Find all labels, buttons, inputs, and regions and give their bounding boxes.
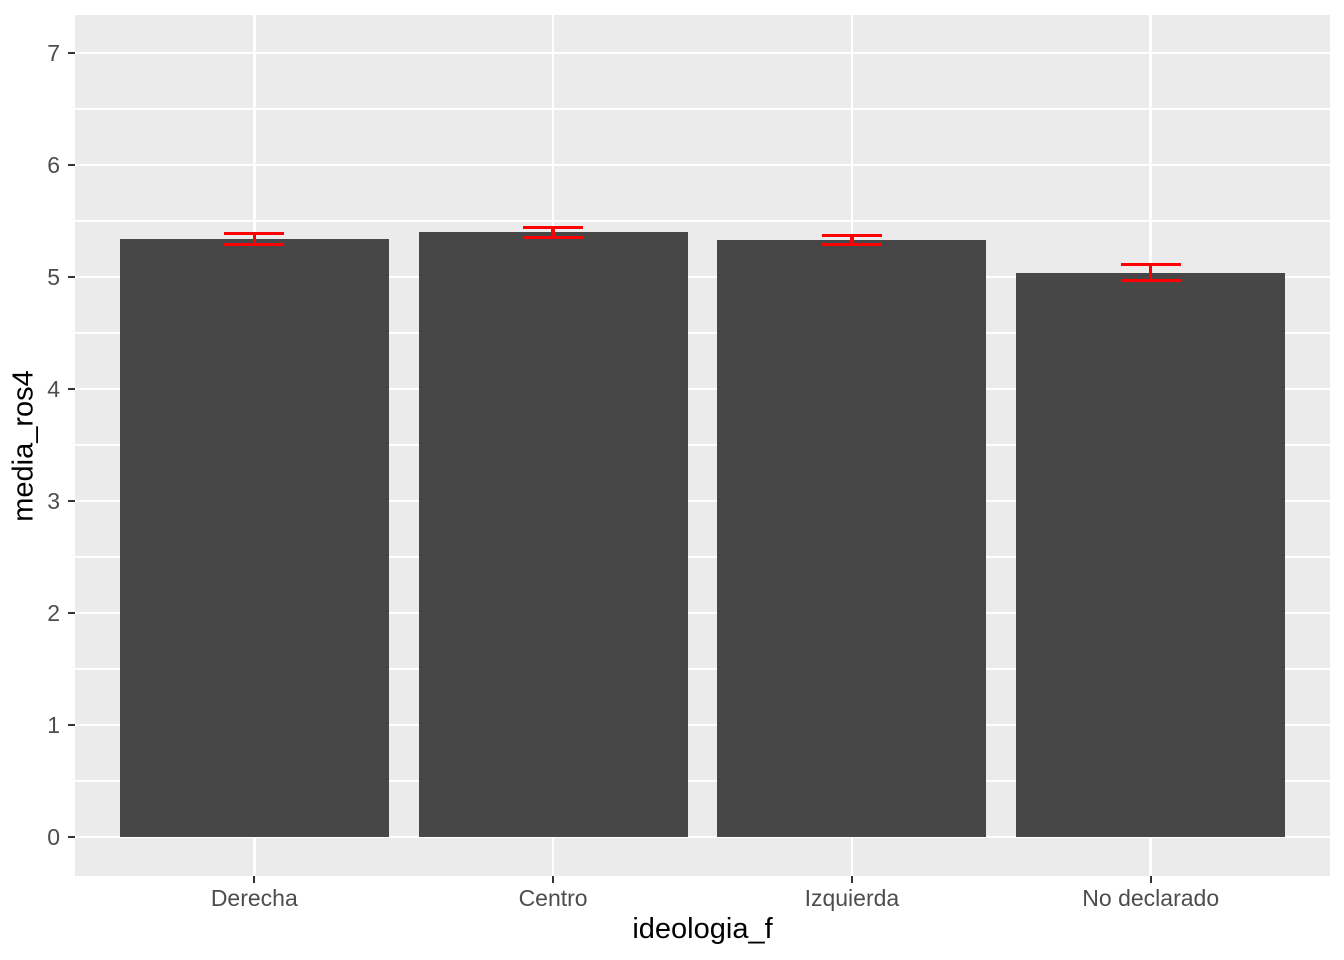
error-bar-cap-top [1120, 262, 1181, 267]
y-tick-label: 3 [47, 488, 60, 514]
y-tick-mark [68, 499, 75, 503]
y-tick-mark [68, 51, 75, 55]
y-tick-mark [68, 723, 75, 727]
y-tick-mark [68, 835, 75, 839]
plot-panel [75, 15, 1330, 876]
error-bar-cap-top [224, 231, 285, 235]
error-bar-cap-bottom [523, 236, 584, 240]
y-tick-label: 2 [47, 600, 60, 626]
y-axis-title: media_ros4 [7, 370, 40, 522]
bar-centro [418, 232, 688, 837]
gridline-major-horizontal [75, 835, 1330, 839]
error-bar-stem [252, 233, 256, 245]
gridline-minor-horizontal [75, 108, 1330, 110]
x-tick-mark [253, 876, 256, 883]
gridline-major-horizontal [75, 51, 1330, 55]
y-tick-label: 4 [47, 376, 60, 402]
bar-derecha [119, 238, 389, 837]
y-tick-label: 1 [47, 712, 60, 738]
y-tick-label: 6 [47, 152, 60, 178]
error-bar-cap-top [821, 233, 882, 238]
gridline-major-horizontal [75, 387, 1330, 391]
gridline-minor-horizontal [75, 780, 1330, 782]
x-tick-label: Centro [518, 885, 588, 911]
y-tick-label: 0 [47, 824, 60, 850]
error-bar-cap-bottom [224, 242, 285, 247]
gridline-minor-horizontal [75, 556, 1330, 558]
x-tick-label: Izquierda [804, 885, 900, 911]
y-tick-label: 7 [47, 40, 60, 66]
gridline-minor-horizontal [75, 444, 1330, 446]
bar-izquierda [717, 240, 987, 837]
x-tick-label: Derecha [210, 885, 298, 911]
error-bar-cap-bottom [1120, 278, 1181, 283]
y-tick-mark [68, 275, 75, 279]
gridline-major-horizontal [75, 723, 1330, 727]
y-tick-mark [68, 387, 75, 391]
x-axis-title: ideologia_f [632, 913, 773, 945]
error-bar-stem [1149, 264, 1153, 281]
gridline-major-horizontal [75, 275, 1330, 279]
gridline-major-horizontal [75, 163, 1330, 167]
error-bar-stem [850, 235, 854, 245]
bar-no-declarado [1016, 272, 1286, 837]
x-tick-mark [850, 876, 854, 883]
y-tick-mark [68, 163, 75, 167]
x-tick-label: No declarado [1082, 885, 1220, 911]
gridline-minor-horizontal [75, 220, 1330, 222]
gridline-minor-horizontal [75, 332, 1330, 334]
y-tick-label: 5 [47, 264, 60, 290]
gridline-major-horizontal [75, 611, 1330, 615]
x-tick-mark [1149, 876, 1152, 883]
error-bar-stem [551, 227, 555, 238]
gridline-major-horizontal [75, 499, 1330, 503]
error-bar-cap-bottom [821, 242, 882, 247]
error-bar-cap-top [523, 226, 584, 230]
gridline-minor-horizontal [75, 668, 1330, 670]
x-tick-mark [551, 876, 555, 883]
y-tick-mark [68, 611, 75, 615]
